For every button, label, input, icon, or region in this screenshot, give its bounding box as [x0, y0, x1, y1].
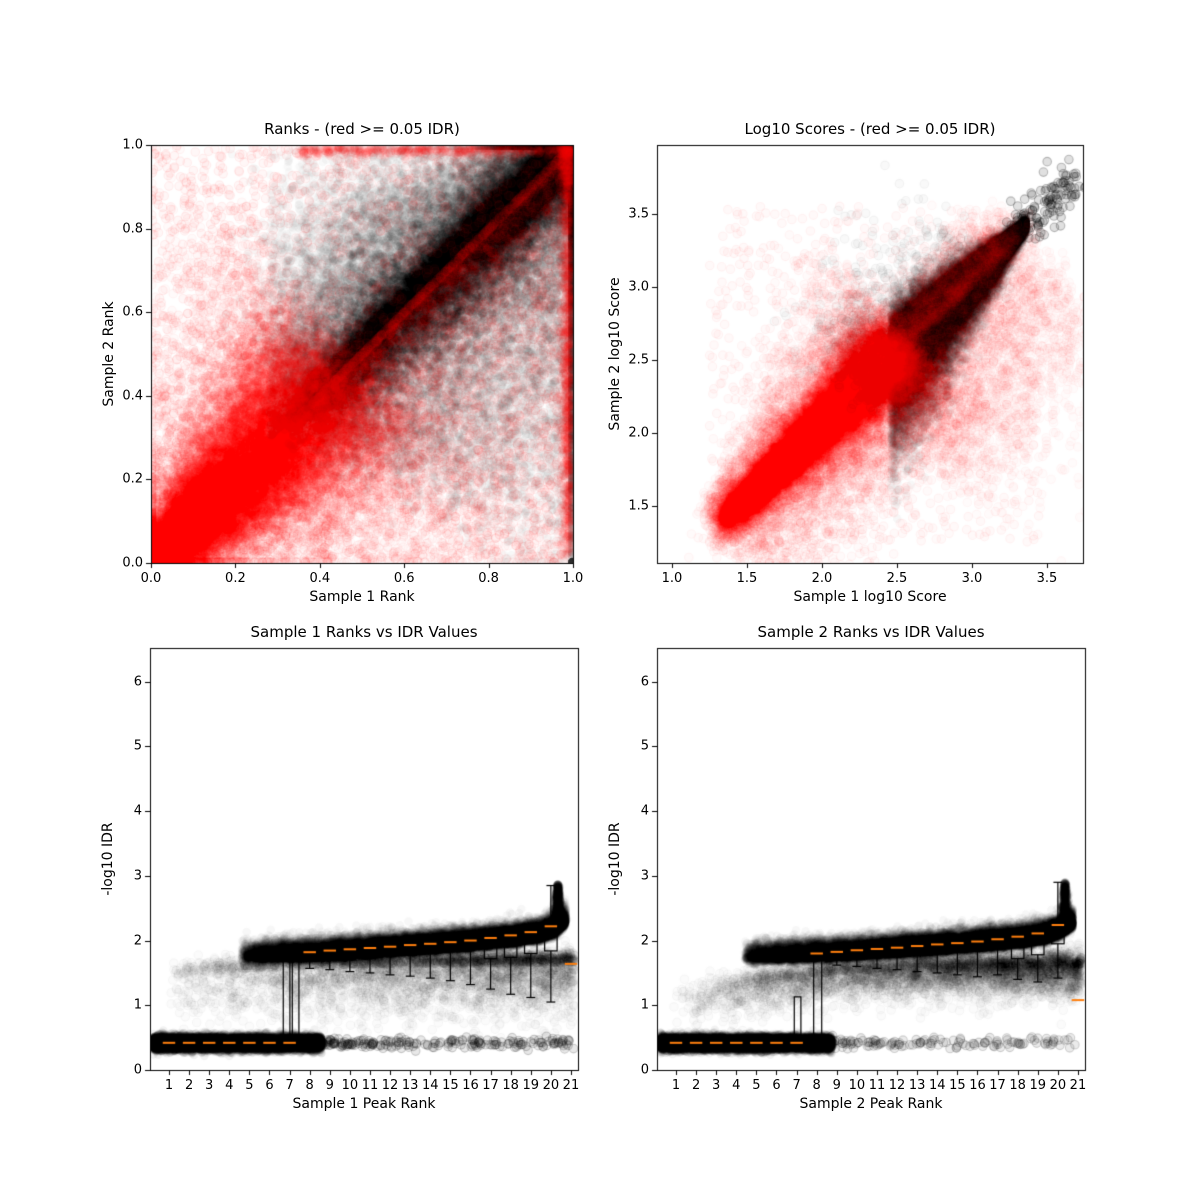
- sample1_rank_vs_idr-y-tick-label: 1: [133, 997, 142, 1013]
- sample2_rank_vs_idr-x-tick-label: 9: [832, 1078, 841, 1093]
- sample2_rank_vs_idr-y-tick-label: 1: [640, 997, 649, 1013]
- sample2_rank_vs_idr-x-tick-label: 21: [1069, 1078, 1087, 1093]
- sample1_rank_vs_idr-x-tick-label: 15: [442, 1078, 459, 1093]
- sample1_rank_vs_idr-x-tick-label: 10: [341, 1078, 359, 1093]
- sample2_rank_vs_idr-x-tick-label: 12: [888, 1078, 906, 1093]
- ranks_scatter-y-tick-label: 1.0: [122, 137, 143, 153]
- sample2_rank_vs_idr-x-tick-label: 16: [969, 1078, 986, 1093]
- sample1_rank_vs_idr-x-tick-label: 18: [502, 1078, 519, 1093]
- sample2_rank_vs_idr-y-tick-label: 6: [640, 674, 649, 690]
- sample2-idr-plot-ylabel: -log10 IDR: [607, 822, 623, 896]
- ranks_scatter-y-tick-label: 0.4: [122, 388, 143, 404]
- sample1_rank_vs_idr-y-tick-label: 0: [133, 1062, 142, 1078]
- ranks-plot-xlabel: Sample 1 Rank: [309, 589, 415, 605]
- sample1_rank_vs_idr-x-tick-label: 7: [285, 1078, 294, 1093]
- sample2-idr-plot-title: Sample 2 Ranks vs IDR Values: [757, 623, 985, 641]
- sample1-idr-plot-ylabel: -log10 IDR: [100, 822, 116, 896]
- ranks_scatter-x-tick-label: 0.0: [140, 571, 162, 586]
- ranks_scatter-x-tick-label: 0.4: [309, 571, 331, 586]
- sample2_rank_vs_idr-x-tick-label: 18: [1009, 1078, 1026, 1093]
- sample1_rank_vs_idr-x-tick-label: 17: [482, 1078, 499, 1093]
- sample2_rank_vs_idr-y-tick-label: 2: [640, 933, 649, 949]
- ranks_scatter-x-tick-label: 0.6: [393, 571, 415, 586]
- sample1-idr-plot-xlabel: Sample 1 Peak Rank: [292, 1096, 436, 1112]
- sample1_rank_vs_idr-x-tick-label: 21: [562, 1078, 580, 1093]
- log10_scores_scatter-x-tick-label: 2.5: [886, 571, 908, 586]
- ranks-plot-ylabel: Sample 2 Rank: [101, 301, 117, 407]
- sample1_rank_vs_idr-y-tick-label: 4: [133, 803, 142, 819]
- log10_scores_scatter-x-tick-label: 1.0: [661, 571, 683, 586]
- log10_scores_scatter-x-tick-label: 3.5: [1036, 571, 1058, 586]
- sample1_rank_vs_idr-x-tick-label: 2: [184, 1078, 194, 1093]
- log10-scores-plot-title: Log10 Scores - (red >= 0.05 IDR): [744, 120, 996, 138]
- sample2_rank_vs_idr-x-tick-label: 19: [1029, 1078, 1047, 1093]
- sample2_rank_vs_idr-y-tick-label: 5: [640, 738, 649, 754]
- sample2_rank_vs_idr-x-tick-label: 7: [792, 1078, 801, 1093]
- log10_scores_scatter-y-tick-label: 3.0: [628, 279, 649, 295]
- sample2_rank_vs_idr-y-tick-label: 0: [640, 1062, 649, 1078]
- sample1_rank_vs_idr-y-tick-label: 3: [133, 868, 142, 884]
- sample1_rank_vs_idr-y-tick-label: 5: [133, 738, 142, 754]
- sample2_rank_vs_idr-x-tick-label: 2: [691, 1078, 701, 1093]
- sample1_rank_vs_idr-x-tick-label: 9: [325, 1078, 334, 1093]
- sample2_rank_vs_idr-x-tick-label: 14: [928, 1078, 946, 1093]
- sample2_rank_vs_idr-x-tick-label: 1: [671, 1078, 681, 1093]
- log10-scores-plot-xlabel: Sample 1 log10 Score: [793, 589, 947, 605]
- sample2_rank_vs_idr-x-tick-label: 5: [752, 1078, 761, 1093]
- sample1-idr-plot-title: Sample 1 Ranks vs IDR Values: [250, 623, 478, 641]
- log10-scores-plot-ylabel: Sample 2 log10 Score: [607, 277, 623, 431]
- sample2_rank_vs_idr-x-tick-label: 10: [848, 1078, 866, 1093]
- sample2_rank_vs_idr-x-tick-label: 3: [712, 1078, 721, 1093]
- sample1_rank_vs_idr-x-tick-label: 12: [381, 1078, 399, 1093]
- sample2_rank_vs_idr-x-tick-label: 13: [908, 1078, 926, 1093]
- log10_scores_scatter-y-tick-label: 3.5: [628, 206, 649, 222]
- sample1_rank_vs_idr-y-tick-label: 6: [133, 674, 142, 690]
- sample2_rank_vs_idr-x-tick-label: 17: [989, 1078, 1006, 1093]
- sample1_rank_vs_idr-y-tick-label: 2: [133, 933, 142, 949]
- log10_scores_scatter-y-tick-label: 2.0: [628, 425, 649, 441]
- sample1_rank_vs_idr-x-tick-label: 11: [361, 1078, 379, 1093]
- log10_scores_scatter-y-tick-label: 1.5: [628, 498, 649, 514]
- ranks_scatter-y-tick-label: 0.6: [122, 304, 143, 320]
- ranks_scatter-y-tick-label: 0.0: [122, 555, 143, 571]
- sample2_rank_vs_idr-x-tick-label: 4: [732, 1078, 741, 1093]
- sample2_rank_vs_idr-x-tick-label: 20: [1049, 1078, 1067, 1093]
- ranks_scatter-y-tick-label: 0.2: [122, 471, 143, 487]
- sample1_rank_vs_idr-x-tick-label: 16: [462, 1078, 479, 1093]
- sample2_rank_vs_idr-x-tick-label: 15: [949, 1078, 966, 1093]
- sample2_rank_vs_idr-y-tick-label: 3: [640, 868, 649, 884]
- sample1_rank_vs_idr-x-tick-label: 3: [205, 1078, 214, 1093]
- sample1_rank_vs_idr-x-tick-label: 14: [421, 1078, 439, 1093]
- sample2_rank_vs_idr-y-tick-label: 4: [640, 803, 649, 819]
- sample1_rank_vs_idr-x-tick-label: 5: [245, 1078, 254, 1093]
- sample2_rank_vs_idr-x-tick-label: 6: [772, 1078, 781, 1093]
- sample1_rank_vs_idr-x-tick-label: 20: [542, 1078, 560, 1093]
- log10_scores_scatter-x-tick-label: 3.0: [961, 571, 983, 586]
- log10_scores_scatter-x-tick-label: 1.5: [736, 571, 758, 586]
- sample2-idr-plot-xlabel: Sample 2 Peak Rank: [799, 1096, 943, 1112]
- log10_scores_scatter-x-tick-label: 2.0: [811, 571, 833, 586]
- ranks_scatter-x-tick-label: 0.8: [478, 571, 499, 586]
- ranks_scatter-x-tick-label: 0.2: [225, 571, 246, 586]
- ranks-plot-title: Ranks - (red >= 0.05 IDR): [264, 120, 460, 138]
- sample1_rank_vs_idr-x-tick-label: 19: [522, 1078, 540, 1093]
- sample2_rank_vs_idr-x-tick-label: 11: [868, 1078, 886, 1093]
- sample1_rank_vs_idr-x-tick-label: 8: [305, 1078, 314, 1093]
- ranks_scatter-y-tick-label: 0.8: [122, 221, 143, 237]
- sample1_rank_vs_idr-x-tick-label: 1: [164, 1078, 174, 1093]
- sample1_rank_vs_idr-x-tick-label: 6: [265, 1078, 274, 1093]
- sample1_rank_vs_idr-x-tick-label: 4: [225, 1078, 234, 1093]
- sample2_rank_vs_idr-x-tick-label: 8: [812, 1078, 821, 1093]
- ranks_scatter-x-tick-label: 1.0: [562, 571, 584, 586]
- log10_scores_scatter-y-tick-label: 2.5: [628, 352, 649, 368]
- sample1_rank_vs_idr-x-tick-label: 13: [401, 1078, 419, 1093]
